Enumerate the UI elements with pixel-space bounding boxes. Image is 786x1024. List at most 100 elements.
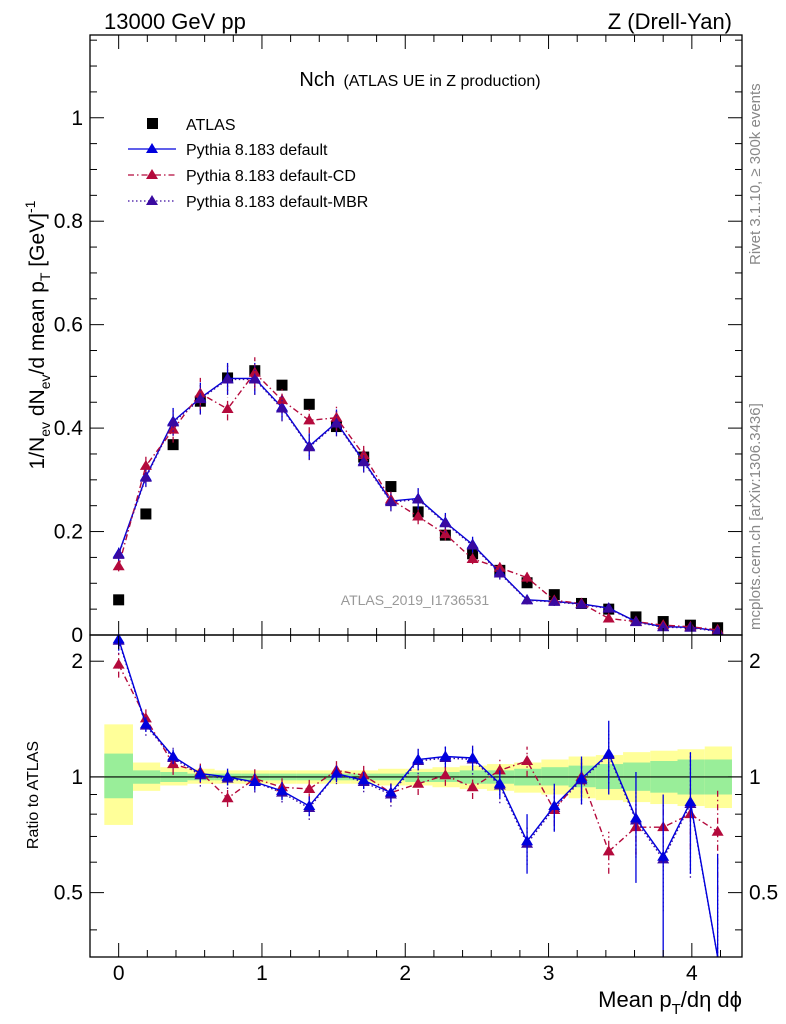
data-point-cd [439,528,452,539]
legend-label-default: Pythia 8.183 default [186,142,328,159]
data-point-mbr [167,416,180,427]
ratio-point-cd [221,792,234,803]
data-point-cd [167,423,180,434]
data-point-mbr [466,539,479,550]
ratio-point-cd [112,658,125,669]
legend-marker-default [146,143,158,153]
data-point-cd [276,394,289,405]
data-point-atlas [140,508,152,520]
data-point-cd [493,561,506,572]
ratio-ytick-label-right: 2 [749,650,761,673]
ratio-point-default [521,835,534,846]
data-point-mbr [575,598,588,609]
ratio-point-default [276,784,289,795]
legend-entry-cd: Pythia 8.183 default-CD [128,168,356,185]
legend-marker-atlas [147,118,158,129]
ratio-point-cd [303,783,316,794]
series-mbr [112,363,724,636]
main-ytick-label: 0.2 [54,521,83,544]
data-point-mbr [657,621,670,632]
data-point-cd [194,387,207,398]
ratio-point-default [330,767,343,778]
ratio-ytick-label: 0.5 [54,882,83,905]
ratio-point-default [221,770,234,781]
data-point-mbr [276,402,289,413]
data-point-mbr [248,373,261,384]
data-point-atlas [276,379,288,391]
ratio-point-cd [493,764,506,775]
data-point-atlas [167,439,179,451]
data-point-mbr [303,441,316,452]
data-point-mbr [602,602,615,613]
ratio-ylabel: Ratio to ATLAS [25,741,42,849]
ratio-ytick-label-right: 0.5 [749,882,778,905]
data-point-mbr [139,471,152,482]
data-point-mbr [221,373,234,384]
data-point-cd [248,366,261,377]
ratio-point-default [412,753,425,764]
ratio-point-default [303,800,316,811]
data-point-cd [221,402,234,413]
legend-label-mbr: Pythia 8.183 default-MBR [186,194,368,211]
data-point-mbr [384,496,397,507]
data-point-cd [602,612,615,623]
legend-entry-default: Pythia 8.183 default [128,142,328,159]
data-point-cd [139,459,152,470]
ratio-xtick-label: 4 [686,962,698,985]
legend-label-cd: Pythia 8.183 default-CD [186,168,356,185]
header-left: 13000 GeV pp [104,9,246,34]
ratio-point-default [602,747,615,758]
data-point-atlas [385,481,397,493]
main-panel: 0 0.2 0.4 0.6 0.8 1 Nch (ATLAS UE in Z produc… [22,34,743,647]
ratio-ytick-label-right: 1 [749,766,761,789]
data-point-mbr [439,517,452,528]
data-point-mbr [330,417,343,428]
data-point-mbr [493,567,506,578]
plot-title: Nch (ATLAS UE in Z production) [299,69,540,91]
ratio-point-default [657,850,670,861]
legend: ATLAS Pythia 8.183 default Pythia 8.183 … [128,117,368,211]
mcplots-label: mcplots.cern.ch [arXiv:1306.3436] [747,403,764,630]
ratio-xtick-label: 3 [543,962,555,985]
main-ylabel: 1/Nev dNev/d mean pT [GeV]-1 [22,200,53,469]
ratio-point-cd [412,777,425,788]
data-point-mbr [521,594,534,605]
ratio-point-default [629,812,642,823]
header-right: Z (Drell-Yan) [608,9,732,34]
data-point-cd [303,414,316,425]
legend-entry-mbr: Pythia 8.183 default-MBR [128,194,368,211]
data-point-mbr [194,393,207,404]
ratio-xlabel: Mean pT/dη dϕ [598,987,742,1018]
ratio-point-default [167,750,180,761]
ratio-ytick-label: 2 [71,650,83,673]
data-point-cd [521,571,534,582]
main-ytick-label: 0.8 [54,210,83,233]
ratio-point-default [466,751,479,762]
ratio-point-default [439,750,452,761]
data-point-mbr [112,548,125,559]
data-point-cd [412,510,425,521]
main-ytick-label: 0.6 [54,314,83,337]
ratio-point-default [684,796,697,807]
data-point-cd [357,449,370,459]
ratio-point-default [139,718,152,729]
legend-entry-atlas: ATLAS [147,117,236,134]
ratio-point-default [548,800,561,811]
main-ytick-label: 0 [71,624,83,647]
data-point-mbr [629,616,642,627]
data-point-cd [112,560,125,571]
rivet-label: Rivet 3.1.10, ≥ 300k events [747,83,764,265]
data-point-atlas [113,594,125,606]
ratio-frame [89,634,743,958]
ratio-ytick-label: 1 [71,766,83,789]
data-point-mbr [412,493,425,504]
data-point-mbr [548,595,561,606]
ratio-panel: 0.5 0.5 1 1 2 2 0 1 2 3 4 Ratio to ATLAS Mean pT/d… [25,633,778,1018]
analysis-id: ATLAS_2019_I1736531 [341,592,490,608]
ratio-xtick-label: 2 [399,962,411,985]
ratio-point-default [493,777,506,788]
ratio-point-default [384,786,397,797]
ratio-xtick-label: 0 [113,962,125,985]
ratio-line-cd [118,664,719,853]
